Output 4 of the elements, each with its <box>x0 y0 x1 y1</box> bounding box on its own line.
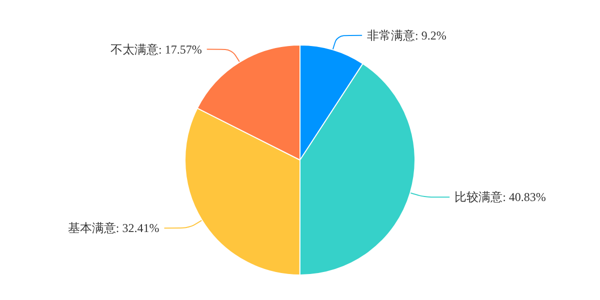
slice-label: 不太满意: 17.57% <box>110 42 202 56</box>
slice-label: 非常满意: 9.2% <box>367 28 446 42</box>
slice-label: 基本满意: 32.41% <box>68 221 160 236</box>
slice-label: 比较满意: 40.83% <box>454 190 546 204</box>
